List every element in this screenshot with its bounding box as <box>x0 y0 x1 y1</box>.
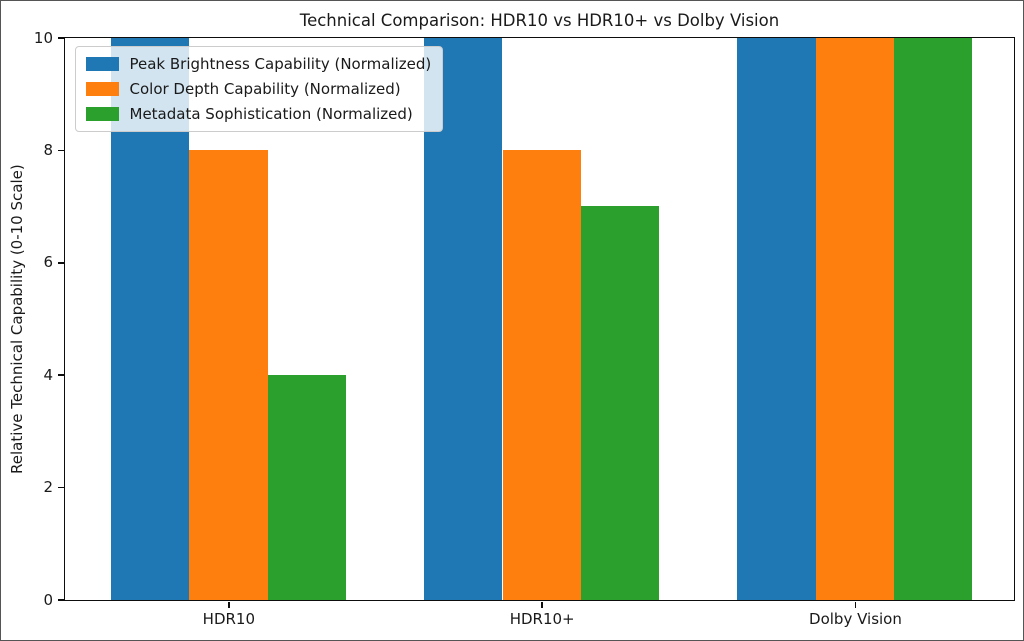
y-tick-label: 0 <box>43 590 53 609</box>
legend: Peak Brightness Capability (Normalized) C… <box>74 45 444 132</box>
legend-label: Metadata Sophistication (Normalized) <box>129 104 413 123</box>
bar-hdr10--series1 <box>502 149 581 600</box>
x-tick-mark <box>228 601 230 608</box>
legend-item-series2: Metadata Sophistication (Normalized) <box>85 104 432 123</box>
legend-swatch-icon <box>85 81 119 96</box>
y-tick-mark <box>57 486 64 489</box>
y-tick-mark <box>57 262 64 264</box>
y-tick-mark <box>57 149 64 152</box>
legend-item-series1: Color Depth Capability (Normalized) <box>85 79 432 98</box>
legend-label: Peak Brightness Capability (Normalized) <box>129 54 432 73</box>
x-tick-label-hdr10: HDR10 <box>202 610 256 628</box>
bar-hdr10-series2 <box>267 374 346 600</box>
bar-hdr10-series1 <box>189 149 268 600</box>
bar-hdr10--series2 <box>580 206 660 600</box>
y-tick-label: 10 <box>33 28 53 47</box>
y-tick-label: 2 <box>43 478 53 497</box>
y-tick-mark <box>57 374 64 376</box>
x-tick-label-dolby-vision: Dolby Vision <box>809 610 902 628</box>
x-tick-mark <box>541 601 543 608</box>
y-tick-mark <box>57 37 64 39</box>
y-tick-label: 6 <box>43 253 53 272</box>
y-axis-label: Relative Technical Capability (0-10 Scal… <box>8 164 26 474</box>
x-tick-label-hdr10-: HDR10+ <box>509 610 575 628</box>
legend-swatch-icon <box>85 56 119 71</box>
plot-area: Peak Brightness Capability (Normalized) C… <box>63 36 1015 601</box>
bar-dolby-vision-series1 <box>815 37 895 600</box>
x-tick-mark <box>854 601 857 608</box>
bar-dolby-vision-series2 <box>894 37 973 600</box>
legend-item-series0: Peak Brightness Capability (Normalized) <box>85 54 432 73</box>
chart-title: Technical Comparison: HDR10 vs HDR10+ vs… <box>299 11 780 30</box>
y-tick-label: 8 <box>43 140 53 159</box>
y-tick-label: 4 <box>43 365 53 384</box>
legend-label: Color Depth Capability (Normalized) <box>129 79 401 98</box>
legend-swatch-icon <box>85 106 119 121</box>
y-tick-mark <box>57 599 64 601</box>
bar-dolby-vision-series0 <box>737 37 816 600</box>
